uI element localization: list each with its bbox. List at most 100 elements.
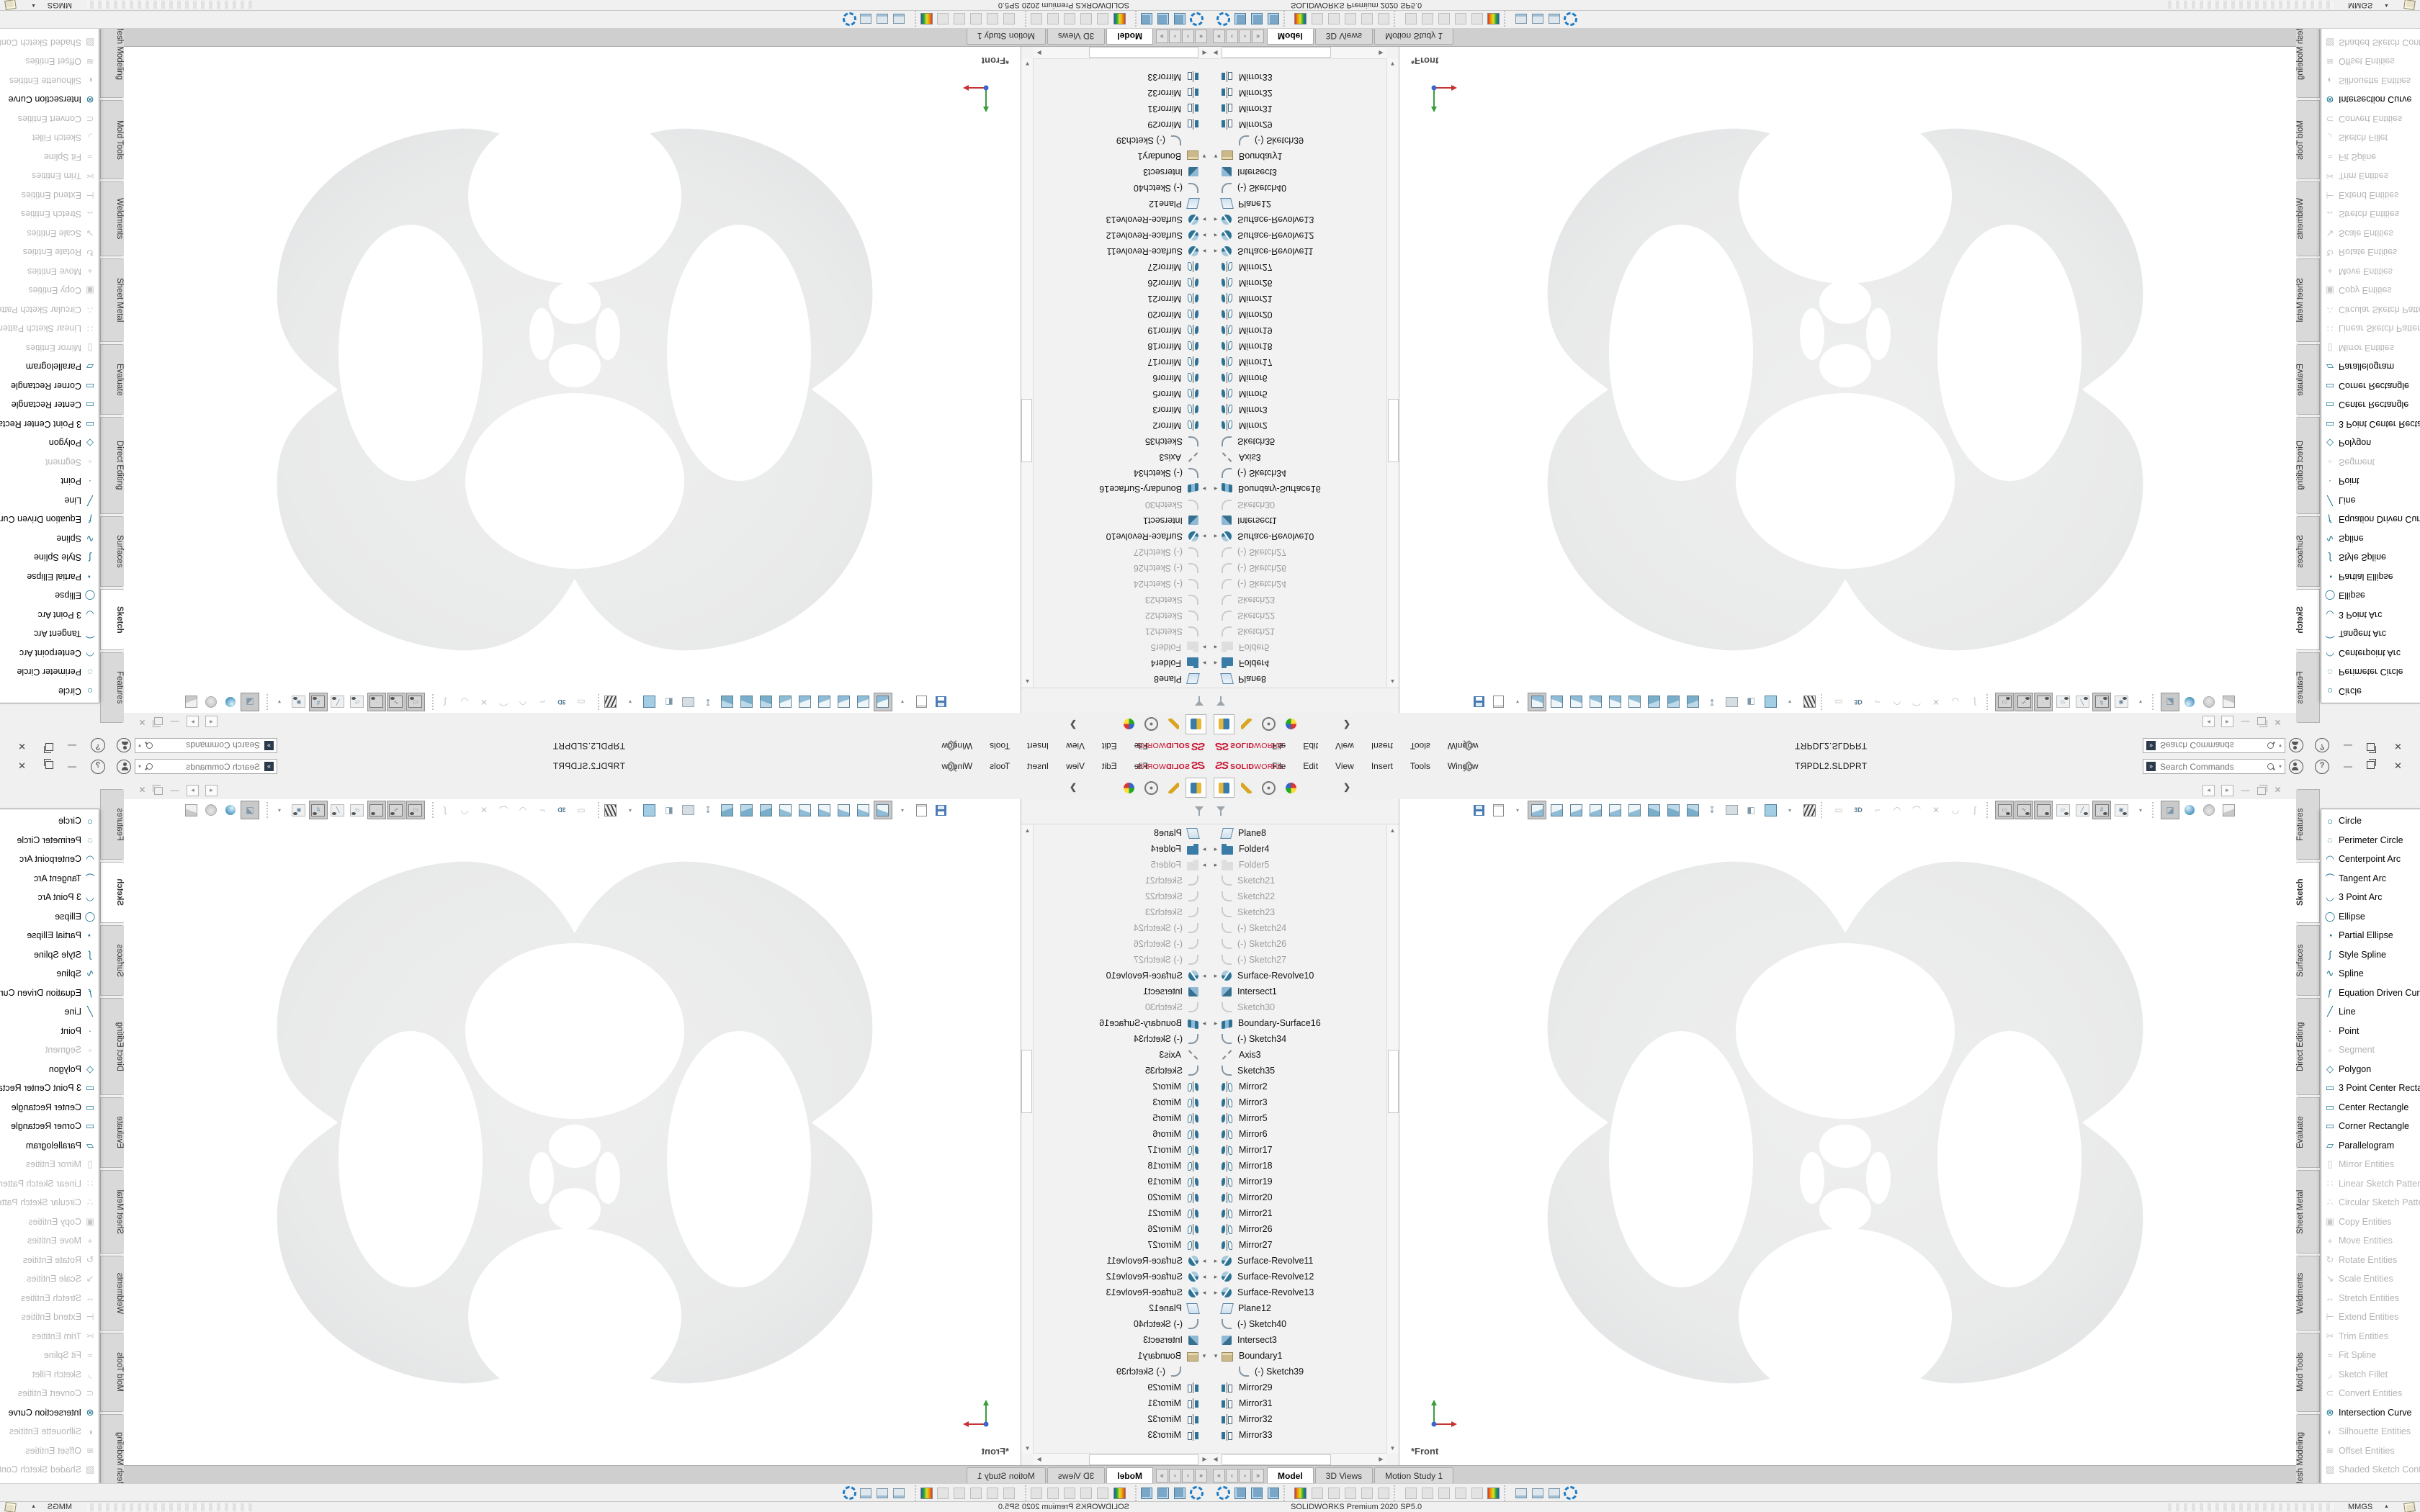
view-top-button[interactable]: [1605, 693, 1624, 711]
flyout-item-spline[interactable]: ∿ Spline: [2321, 529, 2420, 549]
flyout-item-centerpoint-arc[interactable]: ◠ Centerpoint Arc: [2321, 644, 2420, 663]
tree-item[interactable]: ▸ Folder5: [1210, 639, 1386, 655]
tree-item[interactable]: (-) Sketch34: [1210, 1031, 1386, 1047]
tool-gray-9-button[interactable]: [952, 12, 967, 27]
search-dropdown-icon[interactable]: ▾: [138, 742, 142, 749]
hide-show-planes-button[interactable]: ▱: [348, 801, 367, 819]
tree-item[interactable]: Mirror29: [1034, 117, 1210, 132]
tree-item[interactable]: Mirror32: [1210, 85, 1386, 101]
scrollbar-thumb[interactable]: [1089, 47, 1198, 58]
view-top-button[interactable]: [796, 801, 815, 819]
previous-document-icon[interactable]: ◂: [2202, 716, 2215, 727]
command-tab-mold-tools[interactable]: Mold Tools: [100, 1333, 124, 1412]
view-front-button[interactable]: [874, 693, 892, 711]
view-right-button[interactable]: [815, 693, 834, 711]
hide-show-axes-button[interactable]: ╱: [2073, 693, 2092, 711]
tree-filter-icon[interactable]: [1216, 696, 1227, 707]
flyout-item-ellipse[interactable]: ◯ Ellipse: [2321, 907, 2420, 927]
flyout-item-polygon[interactable]: ◇ Polygon: [2321, 1060, 2420, 1079]
scroll-down-icon[interactable]: ▼: [1024, 1445, 1031, 1452]
options-gear-button[interactable]: [1189, 12, 1204, 27]
view-front-button[interactable]: [874, 801, 892, 819]
part-geometry[interactable]: [258, 115, 892, 664]
tree-item[interactable]: Sketch23: [1210, 904, 1386, 920]
tree-item[interactable]: Mirror26: [1210, 1221, 1386, 1237]
tree-expand-icon[interactable]: ▾: [1202, 1351, 1206, 1359]
minimize-button[interactable]: —: [2344, 741, 2352, 751]
tree-item[interactable]: Mirror3: [1210, 402, 1386, 418]
normal-to-button[interactable]: ↧: [699, 801, 717, 819]
menu-edit[interactable]: Edit: [1101, 761, 1117, 771]
tree-item[interactable]: Plane12: [1210, 1300, 1386, 1316]
propertymanager-tab[interactable]: [1163, 714, 1184, 734]
capture-3-button[interactable]: [1546, 1485, 1561, 1500]
options-gear-2-button[interactable]: [842, 1485, 857, 1500]
flyout-item-intersection-curve[interactable]: ⊗ Intersection Curve: [0, 1403, 99, 1423]
options-gear-2-button[interactable]: [1563, 1485, 1578, 1500]
display-settings-button[interactable]: [1722, 693, 1741, 711]
apply-scene-button[interactable]: [2200, 801, 2218, 819]
login-user-icon[interactable]: [117, 760, 131, 774]
view-dimetric-button[interactable]: [718, 693, 737, 711]
capture-3-button[interactable]: [859, 12, 874, 27]
configurationmanager-tab[interactable]: [1258, 714, 1279, 734]
tree-item[interactable]: Sketch23: [1034, 592, 1210, 608]
tree-item[interactable]: Mirror32: [1034, 85, 1210, 101]
command-tab-features[interactable]: Features: [100, 789, 124, 860]
flyout-item-3-point-arc[interactable]: ◡ 3 Point Arc: [0, 606, 99, 625]
tree-item[interactable]: Intersect3: [1034, 1332, 1210, 1348]
help-icon[interactable]: ?: [2315, 738, 2329, 752]
tree-item[interactable]: (-) Sketch26: [1034, 560, 1210, 576]
flyout-item-partial-ellipse[interactable]: ◔ Partial Ellipse: [0, 567, 99, 587]
shadows-in-shaded-mode-button[interactable]: ◪: [2161, 801, 2179, 819]
tool-blue-2-button[interactable]: [1156, 12, 1171, 27]
tool-gray-3-button[interactable]: [1343, 12, 1358, 27]
search-commands-input[interactable]: [154, 760, 261, 773]
doc-tab-motion-study-1[interactable]: Motion Study 1: [1374, 1467, 1454, 1484]
tree-item[interactable]: (-) Sketch39: [1210, 1364, 1386, 1380]
display-settings-button[interactable]: [679, 801, 698, 819]
tree-item[interactable]: Mirror20: [1210, 307, 1386, 323]
flyout-item-centerpoint-arc[interactable]: ◠ Centerpoint Arc: [2321, 850, 2420, 869]
section-view-button[interactable]: ◧: [660, 801, 678, 819]
tree-item[interactable]: Mirror31: [1034, 1395, 1210, 1411]
command-tab-evaluate[interactable]: Evaluate: [100, 1097, 124, 1168]
tree-item[interactable]: (-) Sketch27: [1210, 544, 1386, 560]
command-tab-sketch[interactable]: Sketch: [100, 862, 124, 923]
panel-expand-icon[interactable]: ❯: [1069, 720, 1077, 730]
tree-item[interactable]: Sketch21: [1210, 873, 1386, 888]
tree-item[interactable]: Mirror3: [1034, 1094, 1210, 1110]
tree-item[interactable]: ▸ Folder4: [1034, 841, 1210, 857]
previous-document-icon[interactable]: ◂: [205, 785, 218, 796]
display-settings-button[interactable]: [1722, 801, 1741, 819]
tree-item[interactable]: Mirror31: [1210, 101, 1386, 117]
scroll-down-icon[interactable]: ▼: [1389, 1445, 1396, 1452]
flyout-item-3-point-center-recta-[interactable]: ▭3 Point Center Recta...: [0, 1079, 99, 1098]
tool-gray-10-button[interactable]: [936, 12, 951, 27]
tree-item[interactable]: (-) Sketch39: [1034, 1364, 1210, 1380]
featuremanager-design-tree-tab[interactable]: [1214, 714, 1234, 734]
normal-to-button[interactable]: ↧: [1703, 693, 1721, 711]
units-selector[interactable]: MMGS: [2346, 1503, 2375, 1511]
tool-blue-2-button[interactable]: [1249, 12, 1264, 27]
close-button[interactable]: ✕: [2394, 741, 2402, 752]
print-preview-button[interactable]: [913, 693, 931, 711]
restore-button[interactable]: [2367, 759, 2376, 769]
tree-item[interactable]: Intersect1: [1210, 984, 1386, 999]
tool-gray-4-button[interactable]: [1359, 1485, 1374, 1500]
tree-item[interactable]: Mirror27: [1034, 1237, 1210, 1253]
hide-show-points-button[interactable]: ·: [367, 693, 386, 711]
zebra-stripes-button[interactable]: [601, 801, 620, 819]
flyout-item-tangent-arc[interactable]: ⌒ Tangent Arc: [2321, 869, 2420, 888]
flyout-item-ellipse[interactable]: ◯ Ellipse: [0, 586, 99, 606]
tool-gray-1-button[interactable]: [1309, 1485, 1325, 1500]
units-selector[interactable]: MMGS: [2346, 1, 2375, 9]
first-tab-icon[interactable]: «: [1195, 1469, 1207, 1482]
search-commands-input[interactable]: [2159, 760, 2266, 773]
tag-icon[interactable]: [4, 0, 17, 10]
section-view-button[interactable]: ◧: [1742, 801, 1760, 819]
menu-insert[interactable]: Insert: [1027, 761, 1049, 771]
pin-menu-icon[interactable]: [947, 762, 956, 771]
curvature-display-2-button[interactable]: [919, 12, 934, 27]
flyout-item-perimeter-circle[interactable]: ◌ Perimeter Circle: [0, 831, 99, 850]
